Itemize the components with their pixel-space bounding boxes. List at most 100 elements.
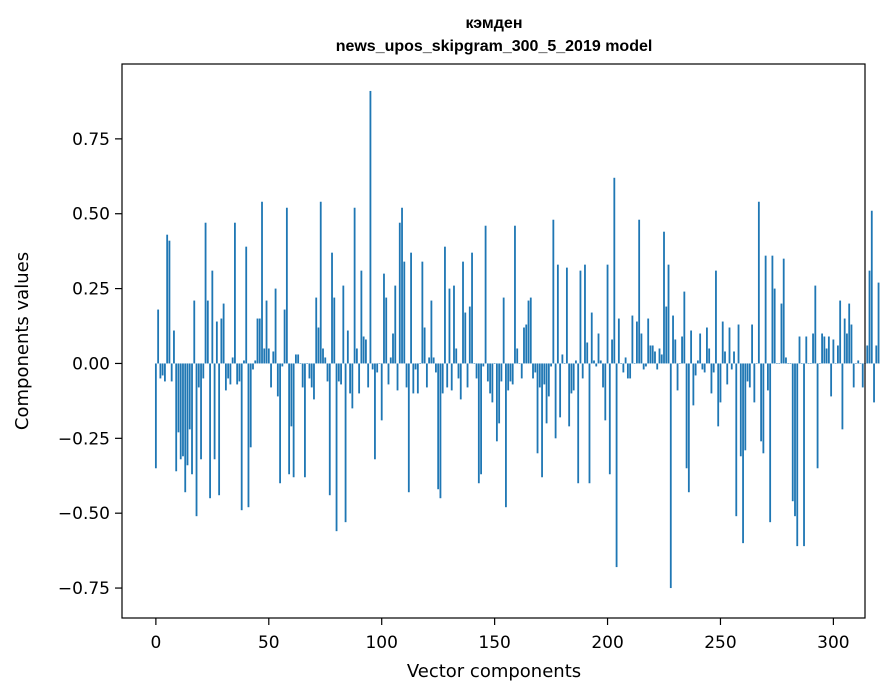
bar-95	[369, 90, 372, 364]
bar-87	[351, 363, 354, 409]
bar-11	[179, 363, 182, 460]
bar-126	[439, 363, 442, 499]
bar-56	[281, 363, 284, 367]
bar-147	[486, 363, 489, 382]
bar-226	[665, 306, 668, 364]
bar-100	[380, 363, 383, 421]
bar-88	[353, 207, 356, 364]
bar-66	[304, 363, 306, 478]
bar-35	[234, 222, 236, 364]
bar-7	[170, 363, 173, 382]
bar-200	[606, 264, 609, 364]
bar-40	[245, 246, 248, 364]
bar-264	[751, 324, 753, 364]
bar-284	[796, 363, 799, 547]
bar-189	[581, 363, 584, 379]
bar-3	[161, 363, 164, 376]
bar-103	[387, 363, 390, 385]
bar-79	[333, 297, 336, 364]
y-axis-label: Components values	[12, 252, 33, 430]
bar-111	[405, 363, 408, 388]
bar-269	[762, 363, 765, 454]
bar-256	[733, 351, 735, 364]
bar-5	[166, 234, 169, 364]
bar-253	[726, 363, 729, 385]
bar-58	[285, 207, 288, 364]
bar-203	[613, 177, 616, 364]
bar-285	[798, 336, 801, 364]
bar-80	[335, 363, 338, 532]
bar-312	[859, 363, 862, 364]
bar-68	[308, 363, 311, 379]
bar-168	[534, 363, 537, 373]
chart-subtitle: news_upos_skipgram_300_5_2019 model	[336, 38, 653, 55]
bar-197	[599, 360, 602, 364]
bar-101	[383, 273, 385, 364]
bar-174	[547, 363, 550, 397]
bar-157	[509, 363, 512, 382]
bar-6	[168, 240, 171, 364]
bar-89	[355, 348, 358, 364]
bar-222	[656, 363, 659, 370]
bar-161	[518, 363, 521, 364]
bar-258	[737, 324, 740, 364]
bar-138	[466, 363, 469, 388]
bar-182	[565, 267, 568, 364]
bar-169	[536, 363, 539, 454]
bar-34	[231, 357, 234, 364]
bar-25	[211, 270, 214, 364]
bar-205	[617, 318, 620, 364]
bar-9	[175, 363, 178, 472]
bar-304	[841, 363, 844, 430]
bar-48	[263, 348, 266, 364]
bar-234	[683, 291, 686, 364]
bar-148	[489, 363, 492, 394]
bar-265	[753, 363, 756, 403]
bar-17	[193, 300, 196, 364]
bar-1	[157, 309, 160, 364]
bar-257	[735, 363, 738, 517]
bar-38	[240, 363, 243, 511]
bar-160	[516, 348, 519, 364]
bar-167	[532, 363, 534, 379]
bar-164	[525, 324, 528, 364]
bar-117	[419, 363, 422, 364]
bar-74	[322, 348, 324, 364]
bar-185	[572, 363, 575, 391]
bar-44	[254, 360, 257, 364]
bar-294	[818, 363, 821, 364]
bar-241	[699, 333, 702, 364]
bar-232	[678, 363, 681, 364]
bar-52	[272, 351, 275, 364]
bar-320	[877, 282, 880, 364]
bar-46	[258, 318, 261, 364]
bar-166	[529, 297, 532, 364]
bar-254	[728, 327, 731, 364]
bar-171	[541, 363, 543, 478]
bar-20	[200, 363, 202, 460]
bar-177	[554, 363, 557, 439]
bar-128	[444, 246, 446, 364]
bar-278	[782, 258, 785, 364]
x-tick-label-2: 100	[365, 633, 397, 653]
x-tick-label-1: 50	[258, 633, 280, 653]
bar-137	[464, 312, 467, 364]
bar-45	[256, 318, 259, 364]
y-axis-ticks: −0.75 −0.50 −0.25 0.00 0.25 0.50 0.75	[58, 130, 122, 599]
bar-61	[292, 363, 295, 478]
bar-159	[514, 225, 516, 364]
y-tick-label-4: 0.25	[72, 280, 110, 300]
bar-142	[475, 363, 478, 379]
bar-272	[769, 363, 772, 523]
bar-229	[672, 315, 674, 364]
bar-64	[299, 363, 302, 364]
bar-318	[873, 363, 875, 403]
bar-133	[455, 348, 458, 364]
bar-85	[346, 330, 349, 364]
bar-218	[647, 318, 650, 364]
x-tick-label-4: 200	[591, 633, 623, 653]
bar-231	[676, 363, 679, 391]
bar-65	[301, 363, 304, 388]
bar-319	[875, 345, 878, 364]
